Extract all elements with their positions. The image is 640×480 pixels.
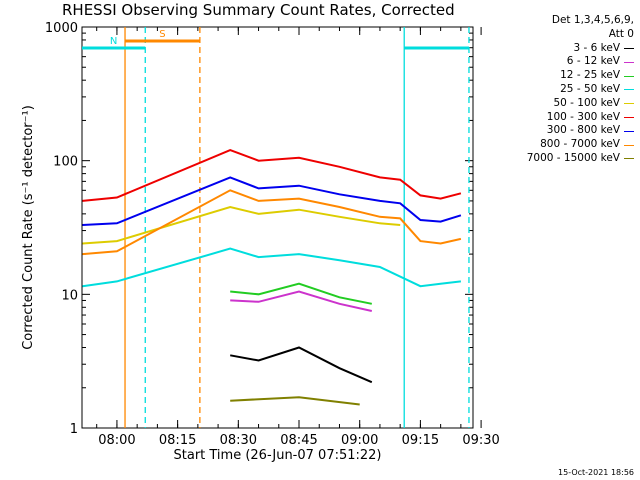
x-tick-label: 08:00 [98,433,135,448]
series-line [82,205,401,245]
legend-swatch [624,158,634,160]
legend-label: 6 - 12 keV [566,55,620,68]
series-line [82,176,462,226]
timestamp: 15-Oct-2021 18:56 [558,468,634,477]
flag-bar-label: S [159,29,165,40]
legend-entry: 25 - 50 keV [527,83,634,97]
legend-entry: 7000 - 15000 keV [527,152,634,166]
x-tick-label: 08:30 [220,433,257,448]
x-tick-label: 08:15 [159,433,196,448]
legend-label: 12 - 25 keV [560,69,620,82]
legend-entry: 800 - 7000 keV [527,138,634,152]
legend-swatch [624,130,634,132]
series-line [82,247,462,288]
y-tick-label: 10 [61,288,78,303]
legend-swatch [624,89,634,91]
y-tick-label: 1000 [45,21,78,36]
legend-swatch [624,103,634,105]
legend-swatch [624,47,634,49]
legend-entry: 300 - 800 keV [527,124,634,138]
x-tick-label: 09:30 [462,433,499,448]
x-tick-label: 09:15 [402,433,439,448]
legend: Det 1,3,4,5,6,9, Att 0 3 - 6 keV 6 - 12 k… [527,14,634,166]
legend-header-detectors: Det 1,3,4,5,6,9, [551,14,634,26]
legend-swatch [624,116,634,118]
legend-swatch [624,75,634,77]
legend-swatch [624,61,634,63]
legend-entry: 6 - 12 keV [527,55,634,69]
legend-header-attenuator: Att 0 [608,27,634,40]
legend-label: 50 - 100 keV [553,96,620,109]
plot-frame [81,26,474,429]
legend-label: 7000 - 15000 keV [526,151,620,164]
x-axis-label: Start Time (26-Jun-07 07:51:22) [174,448,382,463]
series-line [230,346,373,384]
flag-bar-label: N [110,36,117,47]
series-line [82,189,462,256]
legend-swatch [624,144,634,146]
legend-label: 800 - 7000 keV [540,138,620,151]
x-tick-label: 09:00 [341,433,378,448]
legend-entry: 50 - 100 keV [527,97,634,111]
legend-entry: 100 - 300 keV [527,111,634,125]
legend-label: 300 - 800 keV [546,124,620,137]
legend-entry: 3 - 6 keV [527,42,634,56]
legend-label: 100 - 300 keV [546,110,620,123]
y-tick-label: 1 [70,422,78,437]
series-line [82,149,462,202]
y-axis-label: Corrected Count Rate (s⁻¹ detector⁻¹) [21,105,36,350]
y-tick-label: 100 [53,155,78,170]
chart-title: RHESSI Observing Summary Count Rates, Co… [62,1,455,19]
legend-label: 25 - 50 keV [560,82,620,95]
x-tick-label: 08:45 [280,433,317,448]
legend-entry: 12 - 25 keV [527,69,634,83]
series-line [230,282,372,305]
legend-label: 3 - 6 keV [573,41,620,54]
series-line [230,396,360,406]
series-line [230,290,373,312]
